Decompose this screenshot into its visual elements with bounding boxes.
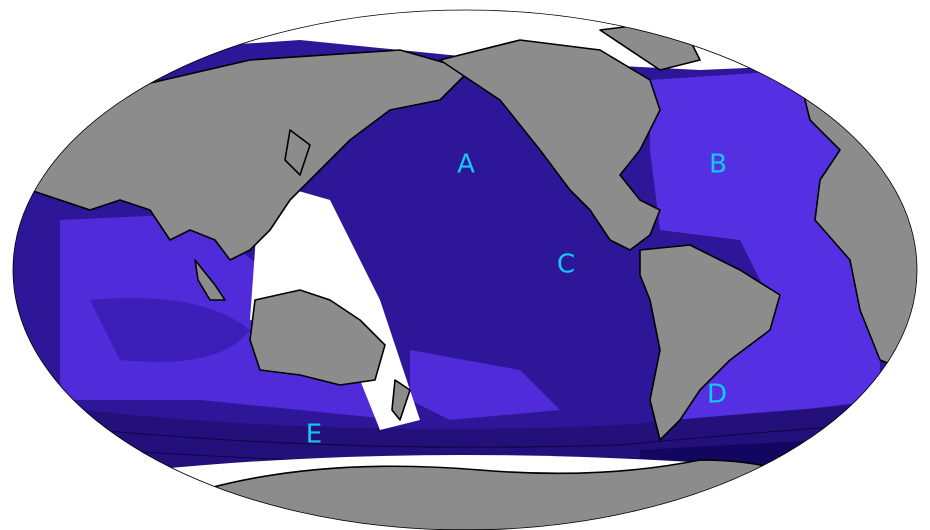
new-zealand xyxy=(391,379,411,421)
ocean-indian-deep xyxy=(90,298,250,362)
region-label: A xyxy=(457,150,475,180)
malay-peninsula xyxy=(194,259,226,301)
ocean-south-pacific xyxy=(410,350,560,420)
asia xyxy=(29,49,471,261)
north-america xyxy=(439,39,661,251)
region-label: B xyxy=(709,150,727,180)
south-america xyxy=(639,244,781,441)
contour xyxy=(13,419,917,448)
map-outline xyxy=(12,9,918,530)
region-label: C xyxy=(557,250,575,280)
region-label: E xyxy=(306,420,322,450)
japan xyxy=(284,129,311,176)
region-label: D xyxy=(707,380,727,410)
australia xyxy=(249,289,386,386)
